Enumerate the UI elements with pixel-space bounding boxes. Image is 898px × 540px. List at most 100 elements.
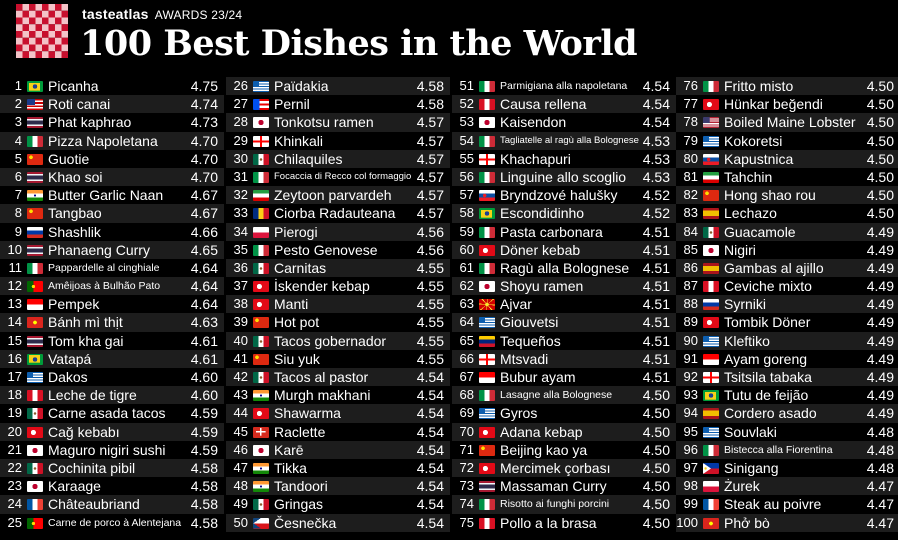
peru-flag-icon [27,390,43,402]
table-row: 91 Ayam goreng 4.49 [676,350,898,368]
dish-score: 4.47 [866,496,894,513]
logo-square [16,44,23,52]
table-row: 56 Linguine allo scoglio 4.53 [452,167,676,187]
table-row: 24 Châteaubriand 4.58 [0,495,224,514]
turkey-flag-icon [253,281,269,293]
dish-score: 4.61 [190,332,218,349]
dish-score: 4.51 [642,350,670,367]
tasteatlas-logo-icon [16,4,68,58]
thailand-flag-icon [27,335,43,347]
dish-score: 4.66 [190,223,218,240]
rank-number: 55 [459,150,474,166]
italy-flag-icon [479,262,495,274]
rank-number: 56 [459,168,474,184]
rank-number: 64 [459,314,474,330]
thailand-flag-icon [27,244,43,256]
dish-score: 4.49 [866,369,894,385]
dish-name: Shawarma [274,405,341,422]
table-row: 40 Tacos gobernador 4.55 [226,331,450,350]
dish-score: 4.51 [642,259,670,276]
rank-number: 46 [233,441,248,457]
rank-number: 6 [14,168,22,184]
header: tasteatlas AWARDS 23/24 100 Best Dishes … [0,0,898,72]
thailand-flag-icon [27,117,43,129]
dish-score: 4.54 [416,478,444,495]
indonesia-flag-icon [703,353,719,365]
turkey-flag-icon [703,317,719,329]
table-row: 22 Cochinita pibil 4.58 [0,458,224,478]
mexico-flag-icon [27,408,43,420]
rank-number: 11 [8,259,23,275]
rank-number: 67 [459,369,474,384]
mexico-flag-icon [253,499,269,511]
dish-score: 4.61 [190,350,218,367]
dish-score: 4.54 [416,459,444,476]
dish-name: Tandoori [274,478,328,495]
logo-square [61,4,68,11]
rank-number: 94 [683,405,698,421]
dish-name: Bryndzové halušky [500,187,618,204]
dish-score: 4.49 [866,332,894,349]
mexico-flag-icon [253,153,269,165]
dish-name: Vatapá [48,350,92,367]
table-row: 4 Pizza Napoletana 4.70 [0,131,224,150]
rank-number: 3 [14,114,22,130]
portugal-flag-icon [27,281,43,293]
table-row: 59 Pasta carbonara 4.51 [452,223,676,241]
rank-number: 79 [683,132,698,148]
logo-square [29,37,36,45]
table-row: 92 Tsitsila tabaka 4.49 [676,368,898,387]
logo-square [29,51,36,58]
dish-name: Phở bò [724,514,770,531]
rank-number: 85 [683,241,698,257]
table-row: 63 Ajvar 4.51 [452,295,676,313]
china-flag-icon [253,353,269,365]
table-row: 2 Roti canai 4.74 [0,95,224,114]
logo-square [42,24,49,31]
turkey-flag-icon [703,99,719,111]
table-row: 27 Pernil 4.58 [226,95,450,113]
dish-score: 4.49 [866,278,894,295]
rank-number: 78 [683,114,698,130]
rank-number: 15 [7,332,22,348]
rank-number: 89 [683,314,698,330]
table-row: 33 Ciorba Radauteana 4.57 [226,204,450,222]
table-row: 41 Siu yuk 4.55 [226,350,450,368]
dish-name: Ceviche mixto [724,278,812,295]
dish-name: Shashlik [48,223,101,240]
rank-number: 92 [683,369,698,384]
rank-number: 48 [233,478,248,494]
rank-number: 69 [459,405,474,421]
dish-name: Tangbao [48,205,102,222]
table-row: 25 Carne de porco à Alentejana 4.58 [0,514,224,532]
logo-square [61,17,68,25]
dish-name: Ciorba Radauteana [274,205,396,222]
awards-label: AWARDS 23/24 [154,8,243,22]
malaysia-flag-icon [27,99,43,111]
table-row: 19 Carne asada tacos 4.59 [0,404,224,422]
greece-flag-icon [253,81,269,92]
table-row: 100 Phở bò 4.47 [676,513,898,532]
dish-name: Pappardelle al cinghiale [48,261,160,274]
dish-name: Risotto ai funghi porcini [500,498,610,511]
logo-square [16,4,23,11]
dish-score: 4.51 [642,296,670,313]
china-flag-icon [253,317,269,329]
dish-name: Zeytoon parvardeh [274,187,392,204]
table-row: 11 Pappardelle al cinghiale 4.64 [0,259,224,277]
table-row: 89 Tombik Döner 4.49 [676,313,898,331]
brand-line: tasteatlas AWARDS 23/24 [82,6,242,23]
peru-flag-icon [479,517,495,529]
rank-number: 12 [7,278,22,294]
dish-score: 4.49 [866,387,894,404]
rank-number: 74 [459,496,474,512]
india-flag-icon [253,462,269,474]
dish-name: Guacamole [724,223,796,240]
rankings-column-4: 76 Fritto misto 4.50 77 Hünkar beğendi 4.50 78… [676,77,898,532]
rank-number: 54 [459,132,474,148]
dish-name: Bubur ayam [500,369,576,385]
dish-score: 4.58 [190,478,218,495]
logo-square [16,10,23,18]
logo-square [22,37,29,45]
brazil-flag-icon [27,353,43,365]
